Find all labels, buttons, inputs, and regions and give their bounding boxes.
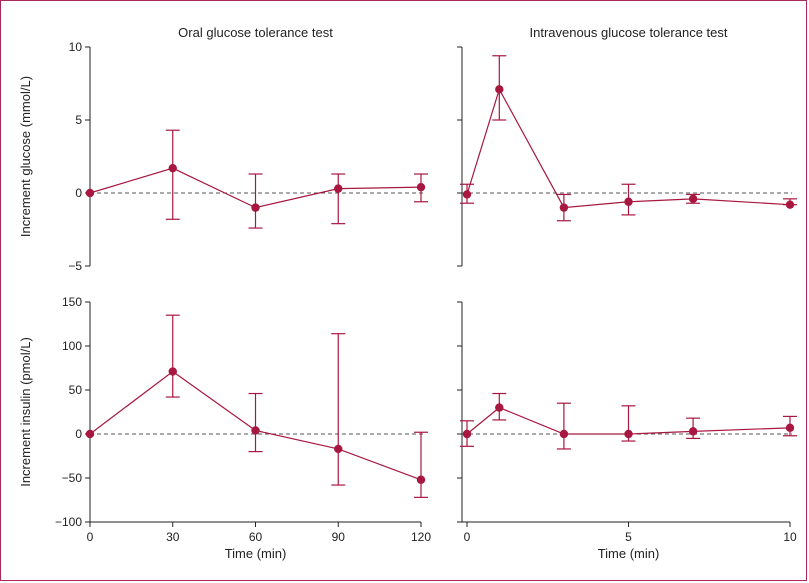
data-point (416, 182, 426, 192)
x-tick-label: 0 (464, 530, 471, 544)
y-axis-label: Increment glucose (mmol/L) (18, 76, 33, 237)
data-point (85, 429, 95, 439)
data-point (559, 429, 569, 439)
series-line (466, 406, 791, 435)
data-point (334, 444, 343, 454)
y-tick-label: 0 (75, 186, 82, 200)
y-tick-label: −5 (68, 259, 82, 273)
data-point (495, 403, 504, 412)
data-point (624, 429, 633, 439)
data-point (334, 184, 343, 193)
x-tick-label: 10 (783, 530, 797, 544)
data-point (688, 194, 698, 204)
data-point (559, 203, 569, 212)
x-tick-label: 60 (249, 530, 263, 544)
y-tick-label: 50 (69, 383, 83, 397)
panel-bottom-right: 0 5 10 Time (min) (457, 301, 797, 561)
panel-bottom-left: −100 −50 0 50 100 150 0 30 60 90 120 Increment insu… (18, 295, 431, 561)
panel-top-left: −5 0 5 10 Oral glucose tolerance test Increme… (18, 25, 428, 273)
x-tick-label: 30 (166, 530, 180, 544)
y-tick-label: −100 (55, 515, 82, 529)
data-point (251, 426, 260, 435)
series-line (466, 87, 791, 209)
data-point (624, 197, 633, 206)
y-tick-label: 10 (69, 40, 83, 54)
data-point (688, 427, 698, 436)
data-point (85, 188, 95, 198)
x-tick-label: 90 (332, 530, 346, 544)
x-tick-label: 5 (625, 530, 632, 544)
x-axis-label: Time (min) (225, 546, 287, 561)
x-axis-label: Time (min) (598, 546, 660, 561)
y-tick-label: 5 (75, 113, 82, 127)
data-point (785, 423, 795, 433)
x-tick-label: 120 (411, 530, 431, 544)
y-tick-label: 0 (75, 427, 82, 441)
data-point (416, 475, 426, 484)
y-tick-label: 100 (62, 339, 82, 353)
data-point (168, 367, 177, 376)
data-point (251, 203, 260, 212)
y-axis-label: Increment insulin (pmol/L) (18, 337, 33, 487)
data-point (495, 85, 504, 94)
y-tick-label: 150 (62, 295, 82, 309)
panel-title: Oral glucose tolerance test (178, 25, 333, 40)
y-tick-label: −50 (62, 471, 83, 485)
data-point (462, 429, 472, 439)
data-point (168, 163, 177, 173)
data-point (462, 190, 472, 199)
data-point (785, 200, 795, 209)
x-tick-label: 0 (87, 530, 94, 544)
panel-top-right: Intravenous glucose tolerance test (457, 25, 797, 267)
panel-title: Intravenous glucose tolerance test (529, 25, 727, 40)
